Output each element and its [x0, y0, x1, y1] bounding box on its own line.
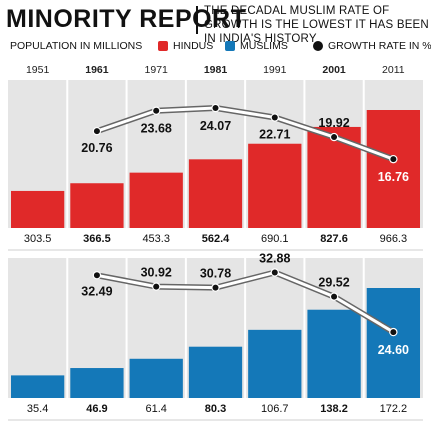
muslims-growth-rate-label: 29.52	[318, 276, 349, 290]
growth-dot-icon	[313, 41, 323, 51]
muslims-swatch-icon	[225, 41, 235, 51]
muslims-growth-rate-label: 24.60	[378, 343, 409, 357]
legend-population: POPULATION IN MILLIONS	[10, 36, 142, 56]
chart-subtitle: THE DECADAL MUSLIM RATE OF GROWTH IS THE…	[204, 5, 429, 45]
muslims-bar	[129, 358, 183, 398]
hindus-growth-rate-label: 16.76	[378, 170, 409, 184]
hindus-swatch-icon	[158, 41, 168, 51]
hindus-growth-rate-label: 22.71	[259, 128, 290, 142]
hindus-value-label: 303.5	[24, 233, 52, 245]
muslims-value-label: 46.9	[86, 403, 107, 415]
legend: POPULATION IN MILLIONS HINDUS MUSLIMS GR…	[0, 36, 431, 56]
muslims-value-label: 80.3	[205, 403, 226, 415]
hindus-growth-point	[212, 105, 219, 112]
muslims-value-label: 138.2	[320, 403, 348, 415]
hindus-bar	[70, 183, 124, 228]
hindus-growth-line	[95, 106, 395, 161]
legend-muslims-label: MUSLIMS	[240, 40, 288, 52]
muslims-growth-rate-label: 32.49	[81, 284, 112, 298]
hindus-value-label: 827.6	[320, 233, 348, 245]
legend-growth-label: GROWTH RATE IN %	[328, 40, 431, 52]
year-tick-label: 1991	[263, 64, 287, 76]
hindus-growth-point	[390, 156, 397, 163]
year-tick-label: 1951	[26, 64, 50, 76]
muslims-bar	[366, 288, 420, 398]
muslims-growth-point	[390, 329, 397, 336]
year-strip	[8, 58, 423, 80]
muslims-growth-point	[212, 284, 219, 291]
title-divider	[196, 6, 198, 34]
muslims-growth-rate-label: 32.88	[259, 251, 290, 265]
hindus-bar	[248, 143, 302, 228]
muslims-growth-point	[331, 293, 338, 300]
muslims-bar	[11, 375, 65, 398]
chart-title: MINORITY REPORT	[6, 5, 247, 33]
hindus-growth-rate-label: 19.92	[318, 116, 349, 130]
year-tick-label: 2011	[382, 64, 405, 76]
hindus-value-label: 966.3	[380, 233, 408, 245]
muslims-value-label: 61.4	[146, 403, 167, 415]
hindus-growth-rate-label: 20.76	[81, 141, 112, 155]
muslims-growth-point	[93, 272, 100, 279]
hindus-bar	[11, 190, 65, 228]
muslims-value-label: 106.7	[261, 403, 289, 415]
hindus-value-label: 453.3	[142, 233, 170, 245]
year-tick-label: 2001	[322, 64, 346, 76]
muslims-bar	[248, 329, 302, 398]
hindus-bar	[188, 159, 243, 228]
muslims-growth-rate-label: 30.78	[200, 267, 231, 281]
muslims-bar	[188, 346, 243, 398]
legend-hindus-label: HINDUS	[173, 40, 214, 52]
legend-growth: GROWTH RATE IN %	[313, 36, 431, 56]
hindus-growth-rate-label: 23.68	[141, 122, 172, 136]
muslims-bar	[70, 368, 124, 398]
hindus-growth-point	[331, 134, 338, 141]
legend-muslims: MUSLIMS	[225, 36, 288, 56]
hindus-bar	[366, 110, 420, 228]
hindus-growth-rate-label: 24.07	[200, 119, 231, 133]
muslims-growth-rate-label: 30.92	[141, 266, 172, 280]
hindus-bar	[129, 172, 183, 228]
muslims-value-label: 35.4	[27, 403, 48, 415]
hindus-growth-point	[93, 128, 100, 135]
hindus-growth-point	[153, 107, 160, 114]
muslims-bar	[307, 309, 361, 398]
hindus-value-label: 366.5	[83, 233, 111, 245]
year-tick-label: 1981	[204, 64, 228, 76]
muslims-growth-line	[95, 271, 395, 334]
year-tick-label: 1961	[85, 64, 109, 76]
hindus-value-label: 562.4	[202, 233, 230, 245]
year-tick-label: 1971	[145, 64, 169, 76]
muslims-value-label: 172.2	[380, 403, 408, 415]
hindus-growth-point	[271, 114, 278, 121]
hindus-value-label: 690.1	[261, 233, 289, 245]
muslims-growth-point	[271, 269, 278, 276]
muslims-growth-point	[153, 283, 160, 290]
legend-population-label: POPULATION IN MILLIONS	[10, 40, 143, 52]
legend-hindus: HINDUS	[158, 36, 213, 56]
